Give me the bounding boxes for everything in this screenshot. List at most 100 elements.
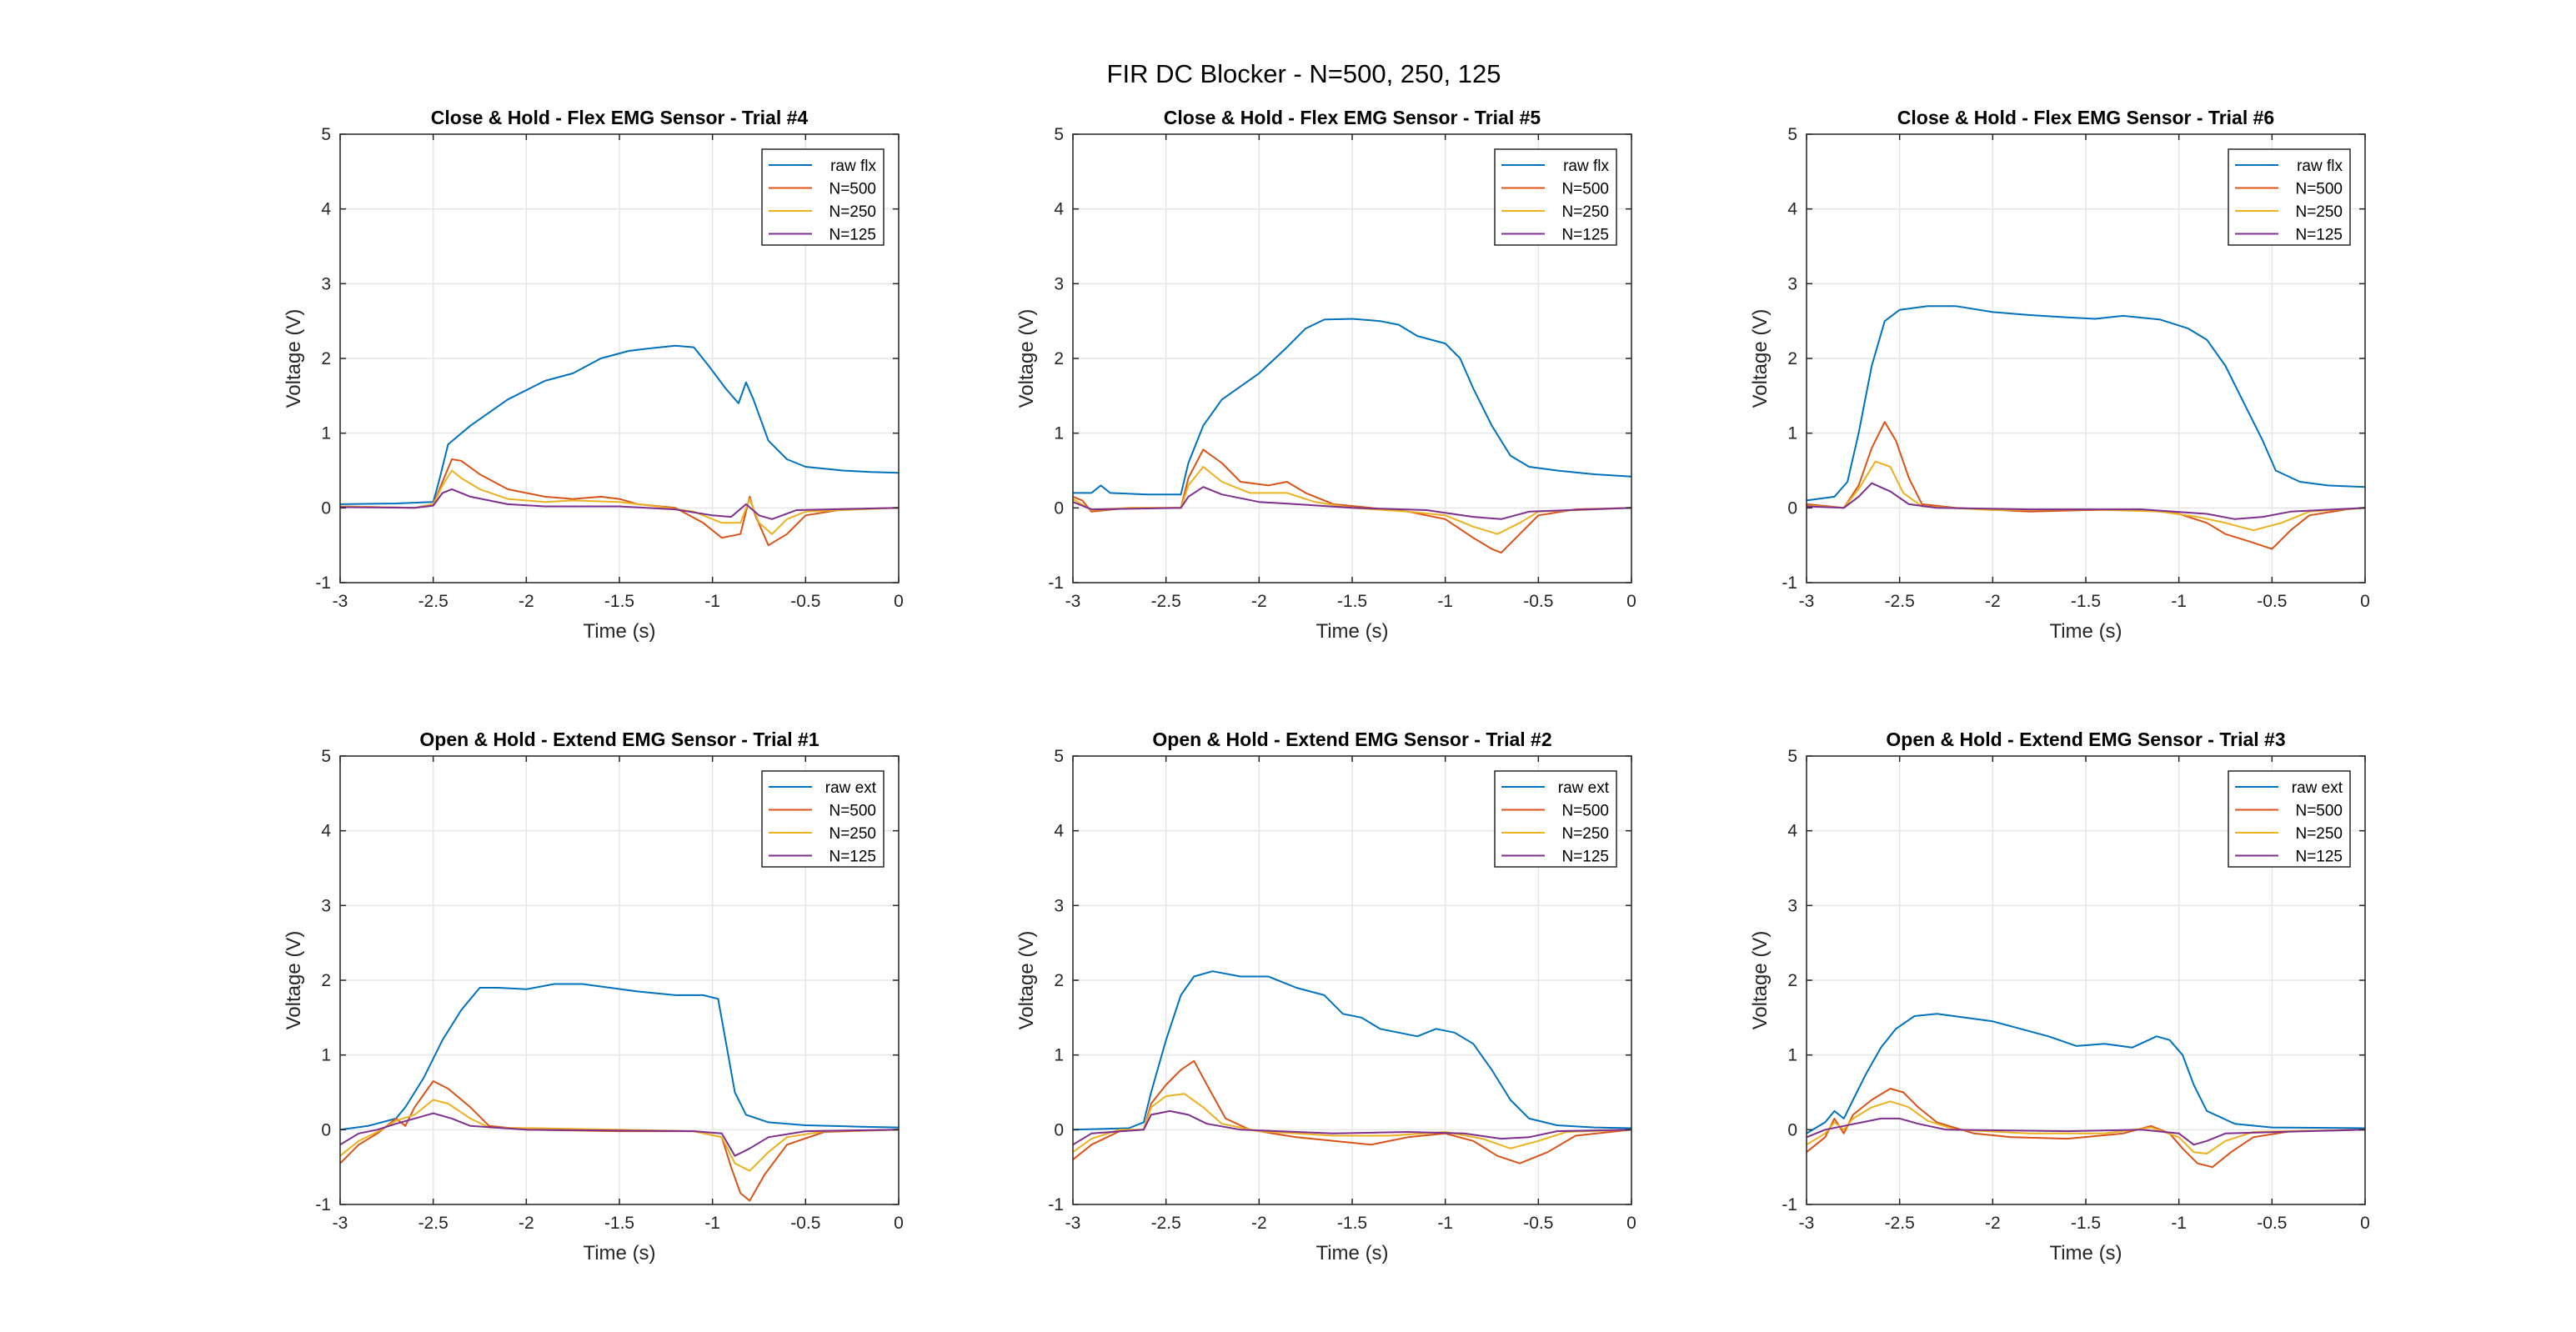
x-tick-label: -1 — [2171, 1214, 2187, 1233]
y-axis-label: Voltage (V) — [1015, 309, 1038, 408]
legend: raw ext N=500 N=250 N=125 — [761, 770, 885, 868]
y-tick-label: 3 — [1787, 896, 1797, 915]
y-tick-label: 2 — [1054, 971, 1064, 990]
series-line-n125 — [340, 1112, 899, 1157]
y-tick-label: 4 — [321, 200, 331, 219]
y-tick-label: 1 — [1054, 1046, 1064, 1065]
series-group — [340, 344, 899, 547]
y-tick-label: -1 — [1048, 573, 1064, 593]
x-axis-label: Time (s) — [583, 620, 655, 643]
y-tick-label: 5 — [1787, 747, 1797, 766]
series-line-raw — [1807, 1013, 2365, 1134]
legend-entry: raw flx — [2297, 158, 2343, 175]
y-tick-label: 3 — [321, 274, 331, 293]
figure-suptitle: FIR DC Blocker - N=500, 250, 125 — [1107, 59, 1501, 88]
y-tick-label: 0 — [1054, 498, 1064, 518]
x-tick-label: -0.5 — [2257, 1214, 2287, 1233]
subplot-grid: -3 -2.5 -2 -1.5 -1 -0.5 0 -1 0 1 2 3 4 5 Close & Hold … — [283, 107, 2370, 1264]
y-tick-label: -1 — [315, 573, 331, 593]
x-tick-label: -3 — [1799, 592, 1815, 611]
x-axis-label: Time (s) — [1316, 1242, 1388, 1264]
x-tick-label: -0.5 — [790, 592, 820, 611]
series-line-n125 — [1073, 1109, 1631, 1146]
y-tick-label: 3 — [1054, 274, 1064, 293]
subplot-4: -3 -2.5 -2 -1.5 -1 -0.5 0 -1 0 1 2 3 4 5 Open & Hold -… — [283, 729, 904, 1264]
series-line-raw — [340, 344, 899, 505]
y-tick-label: 2 — [321, 349, 331, 368]
legend-entry: N=250 — [829, 825, 876, 843]
legend-entry: N=125 — [829, 227, 876, 244]
x-tick-label: 0 — [2360, 1214, 2370, 1233]
y-tick-label: 4 — [1787, 822, 1797, 841]
x-tick-label: -2.5 — [1885, 1214, 1915, 1233]
x-tick-label: -2.5 — [1151, 592, 1181, 611]
subplot-2: -3 -2.5 -2 -1.5 -1 -0.5 0 -1 0 1 2 3 4 5 Close & Hold … — [1015, 107, 1636, 643]
y-tick-label: -1 — [315, 1195, 331, 1214]
x-tick-label: 0 — [1626, 1214, 1636, 1233]
legend-entry: N=125 — [1561, 227, 1609, 244]
legend-entry: N=500 — [829, 803, 876, 820]
y-tick-label: 2 — [321, 971, 331, 990]
x-tick-label: -1 — [2171, 592, 2187, 611]
x-tick-label: -2 — [1251, 1214, 1267, 1233]
subplot-1: -3 -2.5 -2 -1.5 -1 -0.5 0 -1 0 1 2 3 4 5 Close & Hold … — [283, 107, 904, 643]
y-axis-label: Voltage (V) — [1015, 931, 1038, 1030]
x-tick-label: -1 — [1437, 1214, 1453, 1233]
series-line-n125 — [340, 488, 899, 520]
x-tick-label: -1.5 — [2071, 1214, 2101, 1233]
x-tick-label: -1 — [704, 592, 720, 611]
y-tick-label: 5 — [1054, 125, 1064, 144]
x-tick-label: 0 — [894, 1214, 904, 1233]
y-tick-label: 0 — [1787, 498, 1797, 518]
legend-entry: raw flx — [830, 158, 876, 175]
x-tick-label: 0 — [894, 592, 904, 611]
subplot-3: -3 -2.5 -2 -1.5 -1 -0.5 0 -1 0 1 2 3 4 5 Close & Hold … — [1749, 107, 2370, 643]
legend: raw flx N=500 N=250 N=125 — [2228, 148, 2351, 246]
y-tick-label: -1 — [1782, 573, 1797, 593]
y-axis-label: Voltage (V) — [283, 931, 305, 1030]
legend-entry: N=250 — [2295, 825, 2343, 843]
x-tick-label: -3 — [333, 1214, 348, 1233]
subplot-6: -3 -2.5 -2 -1.5 -1 -0.5 0 -1 0 1 2 3 4 5 Open & Hold -… — [1749, 729, 2370, 1264]
x-tick-label: -1 — [1437, 592, 1453, 611]
y-tick-label: 0 — [321, 498, 331, 518]
legend-entry: N=125 — [1561, 849, 1609, 866]
legend: raw ext N=500 N=250 N=125 — [2228, 770, 2351, 868]
legend-entry: N=500 — [829, 181, 876, 198]
y-tick-label: 5 — [1054, 747, 1064, 766]
y-tick-label: 0 — [1054, 1120, 1064, 1139]
x-tick-label: -3 — [1065, 1214, 1081, 1233]
y-tick-label: 4 — [1054, 200, 1064, 219]
series-group — [1807, 1013, 2365, 1169]
x-tick-label: -2.5 — [418, 592, 449, 611]
series-line-n500 — [340, 458, 899, 547]
subplot-title: Open & Hold - Extend EMG Sensor - Trial … — [1886, 729, 2285, 750]
x-tick-label: -2 — [1251, 592, 1267, 611]
y-tick-label: -1 — [1782, 1195, 1797, 1214]
series-line-n250 — [340, 1099, 899, 1172]
y-tick-label: 5 — [321, 747, 331, 766]
y-tick-label: 2 — [1787, 349, 1797, 368]
legend-entry: N=125 — [829, 849, 876, 866]
subplot-5: -3 -2.5 -2 -1.5 -1 -0.5 0 -1 0 1 2 3 4 5 Open & Hold -… — [1015, 729, 1636, 1264]
x-axis-label: Time (s) — [1316, 620, 1388, 643]
legend-entry: raw ext — [1558, 779, 1610, 797]
series-line-raw — [1073, 970, 1631, 1131]
series-group — [1073, 318, 1631, 554]
x-tick-label: -2 — [519, 1214, 534, 1233]
x-tick-label: -2 — [1985, 1214, 2001, 1233]
x-tick-label: -0.5 — [790, 1214, 820, 1233]
x-tick-label: 0 — [1626, 592, 1636, 611]
legend-entry: N=250 — [1561, 825, 1609, 843]
y-tick-label: 4 — [1054, 822, 1064, 841]
series-line-raw — [340, 983, 899, 1131]
series-line-n250 — [340, 469, 899, 535]
y-tick-label: 1 — [321, 424, 331, 443]
y-axis-label: Voltage (V) — [1749, 309, 1772, 408]
y-axis-label: Voltage (V) — [1749, 931, 1772, 1030]
y-tick-label: 3 — [321, 896, 331, 915]
x-tick-label: -2 — [1985, 592, 2001, 611]
legend-entry: raw ext — [825, 779, 877, 797]
x-tick-label: 0 — [2360, 592, 2370, 611]
